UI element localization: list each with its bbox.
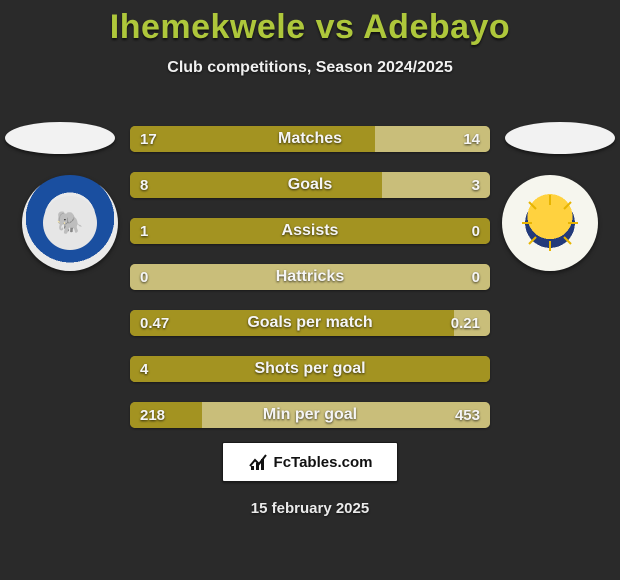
stat-row: 1714Matches	[130, 126, 490, 152]
chart-icon	[248, 452, 268, 472]
stat-fill-left	[130, 126, 375, 152]
stat-row: 4Shots per goal	[130, 356, 490, 382]
brand-box[interactable]: FcTables.com	[222, 442, 398, 482]
snapshot-date: 15 february 2025	[0, 500, 620, 517]
club-badge-left: 🐘	[22, 175, 118, 271]
stat-value-left: 218	[130, 402, 175, 428]
club-badge-right	[502, 175, 598, 271]
stat-value-right: 0.21	[441, 310, 490, 336]
stat-fill-right	[130, 264, 490, 290]
stat-row: 0.470.21Goals per match	[130, 310, 490, 336]
page-title: Ihemekwele vs Adebayo	[0, 8, 620, 47]
stat-value-left: 1	[130, 218, 158, 244]
stat-value-right	[470, 356, 490, 382]
brand-text: FcTables.com	[274, 454, 373, 471]
stat-value-right: 14	[453, 126, 490, 152]
page-subtitle: Club competitions, Season 2024/2025	[0, 59, 620, 77]
stat-fill-left	[130, 356, 490, 382]
stat-value-left: 0	[130, 264, 158, 290]
stat-fill-left	[130, 218, 490, 244]
stat-row: 218453Min per goal	[130, 402, 490, 428]
stat-value-left: 4	[130, 356, 158, 382]
stat-value-right: 0	[462, 264, 490, 290]
stat-value-right: 453	[445, 402, 490, 428]
stats-panel: 1714Matches83Goals10Assists00Hattricks0.…	[130, 126, 490, 448]
club-badge-right-inner	[518, 191, 582, 255]
stat-row: 10Assists	[130, 218, 490, 244]
stat-row: 83Goals	[130, 172, 490, 198]
stat-fill-left	[130, 172, 382, 198]
stat-row: 00Hattricks	[130, 264, 490, 290]
stat-value-left: 8	[130, 172, 158, 198]
player-left-silhouette	[5, 122, 115, 154]
player-right-silhouette	[505, 122, 615, 154]
stat-value-left: 17	[130, 126, 167, 152]
stat-value-right: 0	[462, 218, 490, 244]
club-badge-left-inner: 🐘	[43, 196, 97, 250]
page-root: Ihemekwele vs Adebayo Club competitions,…	[0, 0, 620, 580]
stat-value-right: 3	[462, 172, 490, 198]
stat-value-left: 0.47	[130, 310, 179, 336]
